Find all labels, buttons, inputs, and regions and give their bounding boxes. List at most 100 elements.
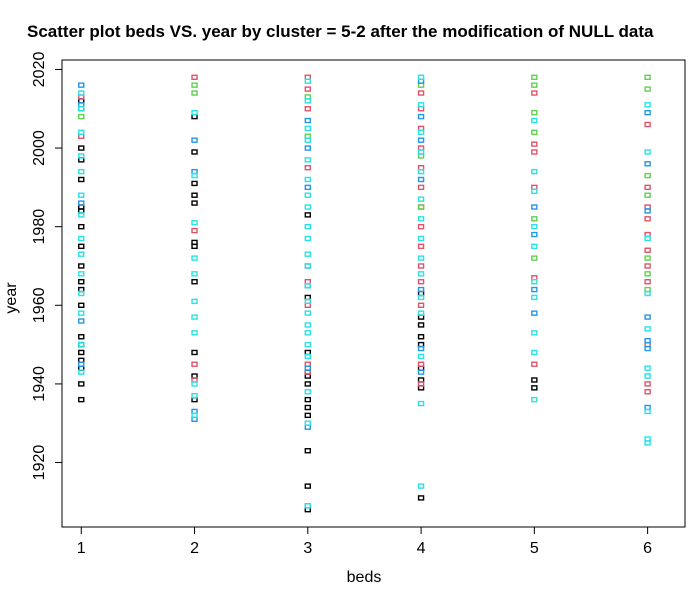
point: [304, 298, 312, 305]
point: [191, 239, 198, 246]
point: [191, 349, 198, 356]
point: [191, 220, 198, 226]
x-axis-label: beds: [347, 569, 382, 586]
point: [78, 145, 85, 151]
point: [417, 483, 425, 489]
point: [304, 330, 312, 336]
point: [78, 334, 85, 340]
point: [644, 373, 651, 379]
point: [191, 149, 198, 155]
y-tick-label: 1980: [31, 209, 48, 245]
point: [78, 279, 85, 285]
point: [78, 302, 85, 308]
point: [78, 113, 85, 120]
point: [78, 106, 85, 112]
point: [304, 404, 312, 411]
point: [304, 98, 312, 104]
point: [644, 314, 651, 320]
point: [191, 90, 198, 96]
point: [417, 204, 425, 210]
point: [531, 216, 538, 222]
point: [644, 121, 651, 128]
point: [191, 361, 198, 367]
point: [531, 204, 538, 210]
point: [304, 448, 312, 454]
point: [304, 165, 312, 171]
point: [304, 263, 312, 269]
point: [78, 168, 85, 175]
point: [417, 334, 425, 340]
point: [531, 141, 538, 147]
point: [417, 381, 425, 387]
point: [531, 90, 538, 96]
point: [304, 341, 312, 348]
point: [644, 381, 651, 387]
point: [531, 109, 538, 116]
point: [531, 149, 538, 155]
point: [304, 176, 312, 183]
point: [531, 310, 538, 316]
point: [304, 396, 312, 403]
point: [531, 279, 538, 285]
point: [304, 353, 312, 360]
point: [644, 247, 651, 253]
point: [304, 483, 312, 489]
point: [78, 381, 85, 387]
point: [417, 176, 425, 183]
point: [304, 137, 312, 143]
point: [191, 412, 198, 419]
point: [417, 184, 425, 191]
x-tick-label: 3: [303, 540, 312, 557]
point: [78, 271, 85, 277]
point: [304, 381, 312, 387]
point: [191, 137, 198, 143]
point: [531, 82, 538, 88]
point: [304, 322, 312, 328]
y-tick-label: 2020: [31, 52, 48, 88]
point: [191, 172, 198, 179]
point: [191, 192, 198, 198]
point: [531, 223, 538, 230]
point: [417, 286, 425, 293]
point: [531, 349, 538, 356]
point: [191, 271, 198, 277]
point: [304, 365, 312, 371]
chart-title: Scatter plot beds VS. year by cluster = …: [27, 22, 654, 41]
point: [417, 149, 425, 155]
point: [417, 235, 425, 242]
point: [644, 149, 651, 155]
point: [417, 263, 425, 269]
point: [78, 82, 85, 88]
point: [417, 255, 425, 261]
x-tick-label: 4: [417, 540, 426, 557]
y-tick-label: 1960: [31, 287, 48, 323]
point: [304, 117, 312, 124]
point: [644, 337, 651, 344]
point: [191, 82, 198, 88]
point: [304, 86, 312, 92]
point: [78, 310, 85, 316]
point: [531, 168, 538, 175]
point: [191, 279, 198, 285]
point: [417, 361, 425, 367]
point: [304, 125, 312, 132]
point: [78, 361, 85, 367]
point: [417, 102, 425, 108]
point: [644, 235, 651, 242]
point: [417, 223, 425, 230]
point: [644, 192, 651, 198]
point: [644, 436, 651, 442]
point: [191, 298, 198, 305]
point: [644, 172, 651, 179]
point: [644, 271, 651, 277]
point: [78, 243, 85, 250]
point: [531, 330, 538, 336]
point: [644, 74, 651, 80]
point: [531, 377, 538, 383]
point: [417, 137, 425, 143]
point: [78, 176, 85, 183]
point: [191, 381, 198, 387]
point: [191, 74, 198, 80]
point: [644, 255, 651, 261]
